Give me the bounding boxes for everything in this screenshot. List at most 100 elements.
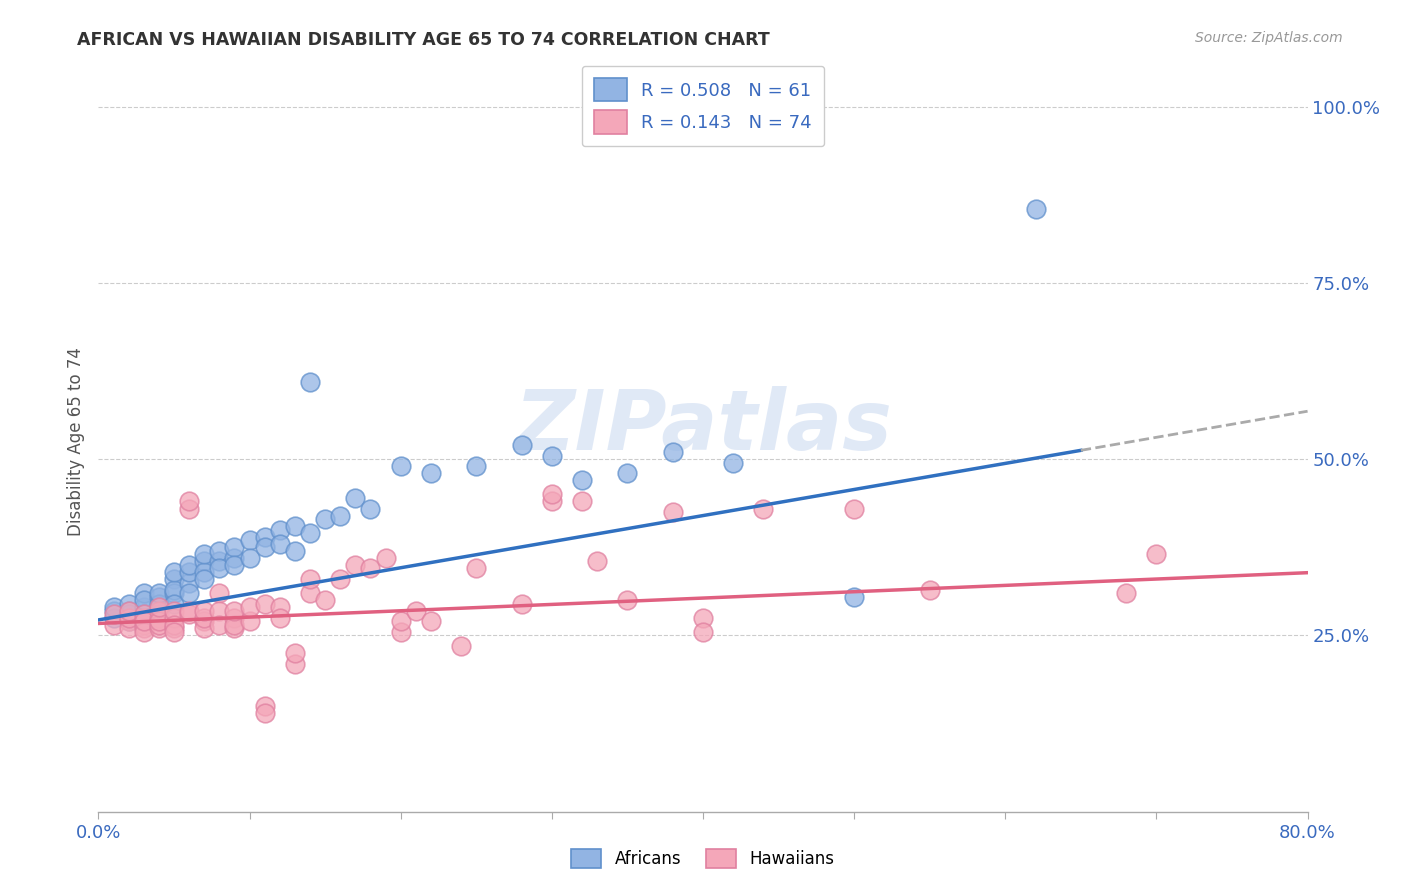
Point [571, 494, 593, 508]
Point [374, 550, 396, 565]
Point [224, 558, 246, 572]
Point [224, 604, 246, 618]
Point [193, 604, 215, 618]
Point [1115, 586, 1137, 600]
Point [148, 590, 170, 604]
Point [510, 597, 533, 611]
Point [132, 624, 155, 639]
Point [360, 561, 382, 575]
Point [103, 618, 125, 632]
Point [253, 706, 276, 720]
Point [284, 519, 307, 533]
Point [752, 501, 775, 516]
Point [269, 611, 291, 625]
Point [103, 604, 125, 618]
Point [132, 618, 155, 632]
Point [179, 565, 201, 579]
Point [193, 554, 215, 568]
Point [179, 586, 201, 600]
Point [329, 508, 352, 523]
Point [118, 604, 141, 618]
Point [163, 582, 186, 597]
Point [179, 558, 201, 572]
Point [284, 544, 307, 558]
Y-axis label: Disability Age 65 to 74: Disability Age 65 to 74 [66, 347, 84, 536]
Point [163, 572, 186, 586]
Point [118, 621, 141, 635]
Point [269, 523, 291, 537]
Point [465, 459, 488, 474]
Point [118, 607, 141, 622]
Point [148, 615, 170, 629]
Legend: R = 0.508   N = 61, R = 0.143   N = 74: R = 0.508 N = 61, R = 0.143 N = 74 [582, 66, 824, 146]
Point [193, 547, 215, 561]
Point [148, 607, 170, 622]
Point [224, 621, 246, 635]
Point [540, 487, 562, 501]
Point [661, 505, 683, 519]
Point [344, 491, 367, 505]
Point [193, 621, 215, 635]
Point [132, 621, 155, 635]
Point [224, 550, 246, 565]
Point [163, 611, 186, 625]
Point [103, 600, 125, 615]
Point [253, 698, 276, 713]
Point [103, 611, 125, 625]
Point [148, 611, 170, 625]
Point [163, 618, 186, 632]
Point [420, 467, 443, 481]
Point [586, 554, 609, 568]
Point [692, 624, 714, 639]
Point [148, 604, 170, 618]
Point [299, 572, 322, 586]
Legend: Africans, Hawaiians: Africans, Hawaiians [565, 842, 841, 875]
Point [132, 615, 155, 629]
Point [208, 544, 231, 558]
Point [193, 565, 215, 579]
Point [208, 561, 231, 575]
Point [344, 558, 367, 572]
Point [571, 473, 593, 487]
Point [420, 615, 443, 629]
Point [148, 618, 170, 632]
Text: ZIPatlas: ZIPatlas [515, 386, 891, 467]
Point [253, 530, 276, 544]
Point [284, 657, 307, 671]
Point [193, 615, 215, 629]
Point [918, 582, 941, 597]
Point [193, 572, 215, 586]
Point [253, 541, 276, 555]
Point [616, 593, 638, 607]
Text: Source: ZipAtlas.com: Source: ZipAtlas.com [1195, 31, 1343, 45]
Point [329, 572, 352, 586]
Point [163, 586, 186, 600]
Point [163, 604, 186, 618]
Point [405, 604, 427, 618]
Point [132, 586, 155, 600]
Point [118, 615, 141, 629]
Point [208, 604, 231, 618]
Point [148, 600, 170, 615]
Point [179, 501, 201, 516]
Point [132, 611, 155, 625]
Point [239, 615, 262, 629]
Point [844, 501, 866, 516]
Point [389, 459, 412, 474]
Point [1024, 202, 1046, 216]
Point [239, 600, 262, 615]
Point [118, 597, 141, 611]
Point [269, 537, 291, 551]
Point [118, 615, 141, 629]
Point [179, 607, 201, 622]
Point [224, 611, 246, 625]
Point [314, 593, 336, 607]
Point [103, 607, 125, 622]
Point [179, 494, 201, 508]
Point [465, 561, 488, 575]
Point [179, 604, 201, 618]
Point [299, 586, 322, 600]
Point [224, 541, 246, 555]
Point [148, 604, 170, 618]
Point [132, 600, 155, 615]
